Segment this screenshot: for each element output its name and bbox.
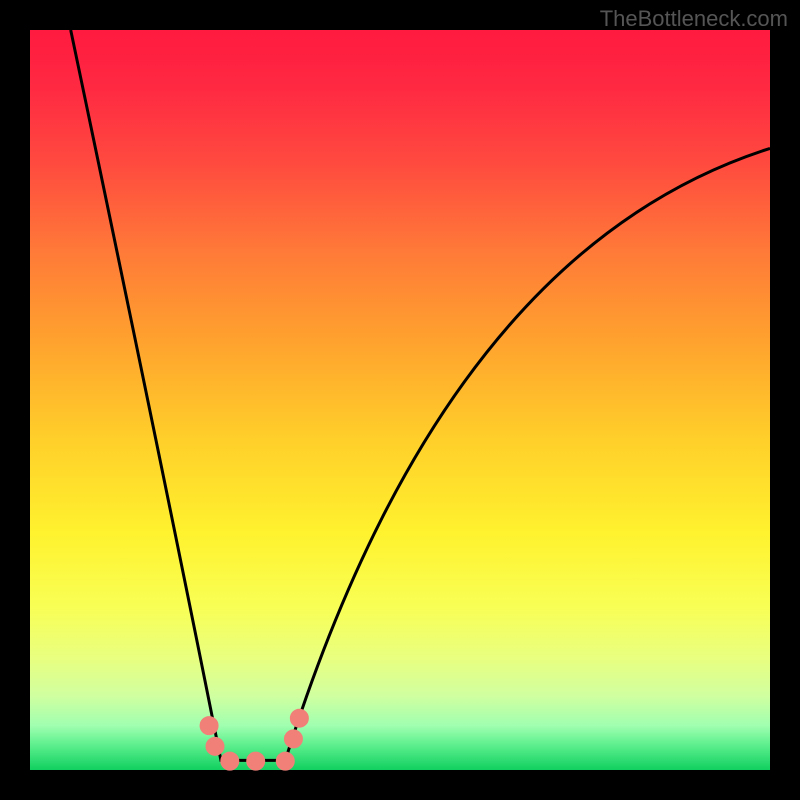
- marker-point: [200, 717, 218, 735]
- marker-point: [206, 737, 224, 755]
- chart-svg: [0, 0, 800, 800]
- plot-background: [30, 30, 770, 770]
- chart-root: TheBottleneck.com: [0, 0, 800, 800]
- marker-point: [290, 709, 308, 727]
- marker-point: [284, 730, 302, 748]
- marker-point: [247, 752, 265, 770]
- marker-point: [276, 752, 294, 770]
- marker-point: [221, 752, 239, 770]
- watermark-text: TheBottleneck.com: [600, 6, 788, 32]
